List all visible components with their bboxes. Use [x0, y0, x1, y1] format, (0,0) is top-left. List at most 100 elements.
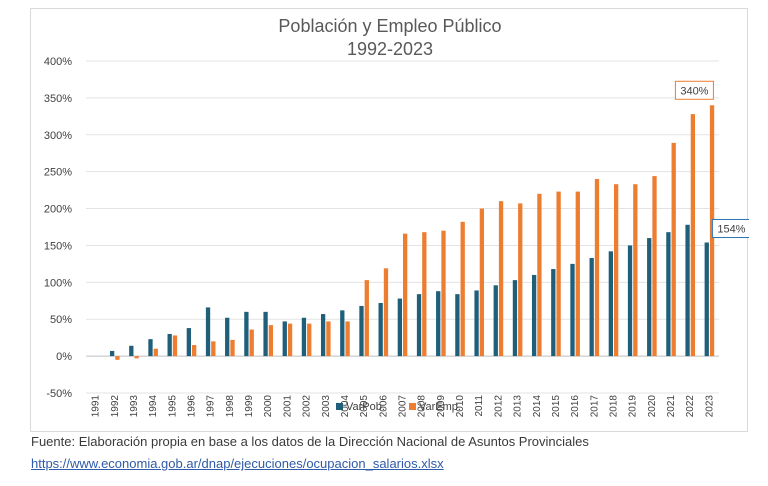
- x-tick-label: 2005: [359, 395, 370, 418]
- bar-varemp-2012: [498, 201, 504, 357]
- bar-varemp-2017: [594, 179, 600, 357]
- bars: [109, 105, 715, 360]
- bar-varpob-2007: [397, 298, 402, 357]
- x-tick-label: 2000: [263, 395, 274, 418]
- callout-label: 154%: [717, 223, 745, 235]
- bar-varpob-2006: [378, 302, 383, 357]
- chart-area: Población y Empleo Público 1992-2023 -50…: [30, 8, 749, 432]
- callout-box: [674, 80, 714, 100]
- y-tick-label: 150%: [44, 240, 72, 252]
- x-tick-label: 2014: [532, 395, 543, 418]
- legend: VarPob. VarEmp.: [336, 401, 461, 413]
- x-tick-label: 2023: [704, 395, 715, 418]
- bar-varpob-2021: [666, 232, 671, 357]
- x-tick-label: 2010: [455, 395, 466, 418]
- bar-varpob-2017: [589, 257, 594, 357]
- x-tick-label: 1993: [129, 395, 140, 418]
- y-tick-label: 300%: [44, 130, 72, 142]
- x-tick-label: 2020: [647, 395, 658, 418]
- x-tick-label: 2019: [628, 395, 639, 418]
- callout-box: [711, 218, 749, 238]
- bar-varpob-1996: [186, 328, 191, 357]
- bar-varemp-1998: [230, 339, 235, 357]
- x-tick-label: 2018: [609, 395, 620, 418]
- gridlines: [86, 60, 719, 394]
- bar-varpob-2023: [704, 242, 709, 357]
- x-tick-label: 2013: [513, 395, 524, 418]
- y-tick-label: 0%: [56, 351, 72, 363]
- x-tick-label: 2011: [474, 395, 485, 417]
- bar-varpob-1997: [205, 307, 211, 357]
- bar-varemp-2014: [537, 193, 542, 357]
- bar-varpob-2008: [416, 294, 422, 357]
- y-tick-label: 250%: [44, 167, 72, 179]
- bar-varemp-2004: [345, 321, 350, 357]
- x-tick-label: 2008: [417, 395, 428, 418]
- y-axis: -50% 0% 50% 100% 150% 200% 250% 300% 350% 400%: [44, 56, 72, 400]
- bar-varpob-1994: [148, 339, 153, 357]
- legend-swatch: [336, 403, 343, 410]
- x-tick-label: 2015: [551, 395, 562, 418]
- bar-varemp-1999: [249, 329, 254, 357]
- x-tick-label: 2002: [302, 395, 313, 418]
- bar-varemp-2001: [287, 323, 293, 357]
- bar-varpob-2016: [570, 263, 575, 357]
- bar-varemp-1995: [172, 335, 178, 357]
- bar-varemp-1994: [153, 348, 158, 357]
- x-tick-label: 2009: [436, 395, 447, 418]
- bar-varemp-1996: [192, 345, 197, 357]
- bar-varpob-2004: [340, 310, 345, 357]
- bar-varemp-2002: [307, 323, 312, 357]
- y-tick-label: 100%: [44, 277, 72, 289]
- x-tick-label: 1991: [91, 395, 102, 418]
- bar-varemp-2015: [556, 191, 561, 357]
- callout-label: 340%: [680, 85, 708, 97]
- x-tick-label: 2007: [398, 395, 409, 418]
- bar-varemp-2010: [460, 221, 465, 357]
- x-tick-label: 2021: [666, 395, 677, 418]
- bar-varemp-2020: [652, 176, 657, 357]
- bar-varpob-1992: [109, 350, 115, 357]
- bar-varemp-2008: [422, 232, 427, 357]
- y-tick-label: 50%: [50, 314, 72, 326]
- chart-subtitle: 1992-2023: [347, 39, 433, 59]
- bar-varpob-1999: [244, 311, 249, 357]
- x-tick-label: 1998: [225, 395, 236, 418]
- bar-varpob-2012: [493, 285, 498, 357]
- bar-varemp-2011: [479, 208, 485, 357]
- bar-varemp-2007: [403, 233, 408, 357]
- y-tick-label: 350%: [44, 93, 72, 105]
- bar-varpob-2011: [474, 290, 479, 357]
- bar-varpob-1995: [167, 333, 172, 357]
- bar-varpob-2003: [320, 314, 326, 357]
- x-tick-label: 2012: [493, 395, 504, 418]
- bar-varemp-2018: [614, 184, 619, 357]
- x-tick-label: 2016: [570, 395, 581, 418]
- bar-varpob-2002: [301, 317, 307, 357]
- bar-varpob-2015: [551, 269, 556, 357]
- bar-varemp-2000: [268, 325, 274, 357]
- x-tick-label: 2001: [282, 395, 293, 418]
- x-tick-label: 1999: [244, 395, 255, 418]
- x-tick-label: 1997: [206, 395, 217, 418]
- bar-varpob-2009: [436, 291, 441, 357]
- callouts: 340% 154%: [674, 80, 749, 238]
- bar-varpob-1993: [129, 345, 134, 357]
- bar-varpob-1998: [225, 317, 230, 357]
- source-link[interactable]: https://www.economia.gob.ar/dnap/ejecuci…: [31, 456, 444, 471]
- x-tick-label: 1996: [187, 395, 198, 418]
- bar-varpob-2001: [282, 321, 287, 357]
- x-axis: 1991 1992 1993 1994 1995 1996 1997 1998 1999 2000…: [91, 395, 716, 418]
- bar-varpob-2019: [627, 245, 633, 357]
- x-tick-label: 2017: [589, 395, 600, 418]
- bar-varemp-2005: [364, 280, 369, 357]
- bar-varemp-2022: [690, 114, 696, 357]
- bar-varpob-2010: [455, 294, 460, 357]
- bar-chart: Población y Empleo Público 1992-2023 -50…: [44, 16, 749, 418]
- bar-varpob-2018: [608, 251, 613, 357]
- y-tick-label: -50%: [46, 388, 72, 400]
- x-tick-label: 2004: [340, 395, 351, 418]
- bar-varpob-2005: [359, 305, 364, 357]
- x-tick-label: 2022: [685, 395, 696, 418]
- x-tick-label: 2003: [321, 395, 332, 418]
